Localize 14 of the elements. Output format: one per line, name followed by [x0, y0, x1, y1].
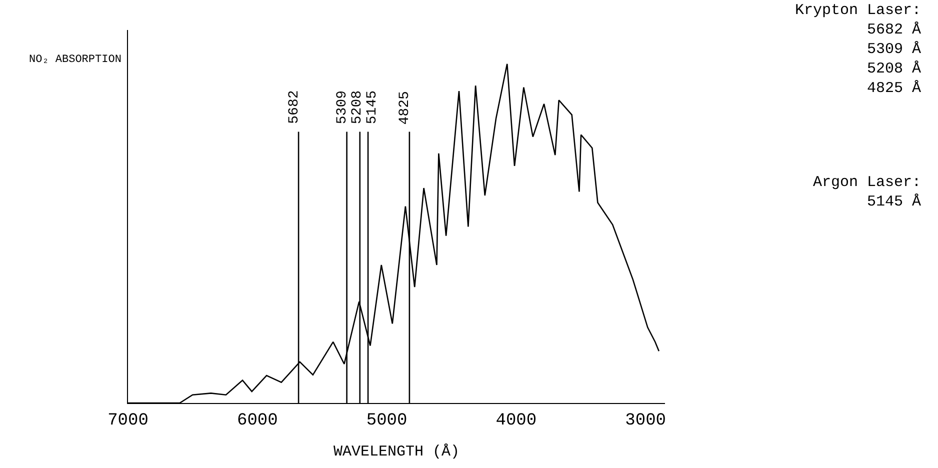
x-tick-label: 4000 — [496, 411, 537, 430]
text: Krypton Laser: 5682 Å 5309 Å 5208 Å 4825 Å — [795, 2, 922, 97]
x-tick-label: 5000 — [366, 411, 408, 430]
x-tick-label: 3000 — [625, 411, 666, 430]
ref-line-label: 5145 — [364, 90, 381, 124]
ref-line-label: 5208 — [350, 90, 366, 124]
y-axis-title: NO₂ ABSORPTION — [29, 54, 122, 66]
ref-line-label: 4825 — [397, 91, 414, 125]
x-axis-title: WAVELENGTH (Å) — [333, 443, 460, 460]
ref-line-label: 5309 — [334, 90, 351, 124]
x-tick-label: 6000 — [236, 411, 278, 430]
ref-line-label: 5682 — [286, 90, 302, 124]
text: Argon Laser: 5145 Å — [813, 174, 922, 210]
x-tick-label: 7000 — [108, 411, 148, 430]
